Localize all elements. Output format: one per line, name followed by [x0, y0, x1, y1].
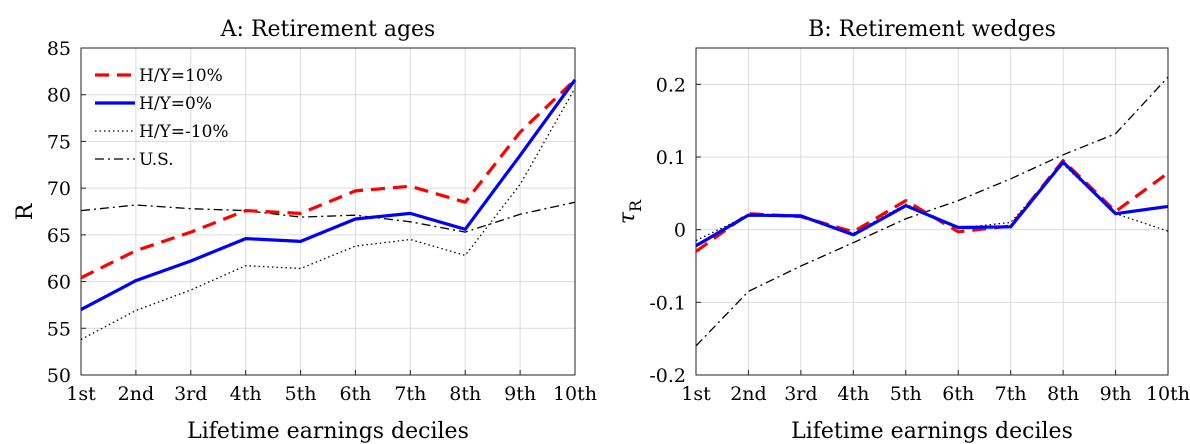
series-line-h-y-10-	[695, 159, 1169, 253]
x-tick-label: 5th	[890, 383, 922, 405]
series-line-h-y-0-	[80, 78, 577, 312]
x-tick-label: 1st	[681, 383, 711, 405]
panel-b-frame	[695, 47, 1169, 376]
panel-b-title: B: Retirement wedges	[808, 17, 1056, 42]
y-tick-label: 85	[47, 38, 71, 60]
panel-a-title: A: Retirement ages	[220, 17, 436, 42]
y-tick-label: 50	[47, 365, 71, 387]
x-tick-label: 5th	[285, 383, 317, 405]
x-tick-label: 1st	[66, 383, 96, 405]
panel-b-ylabel-main: τ	[615, 211, 640, 224]
x-tick-label: 2nd	[118, 383, 155, 405]
x-tick-label: 3rd	[174, 383, 207, 405]
svg-text:τR: τR	[615, 199, 645, 224]
panel-b-xlabel: Lifetime earnings deciles	[791, 419, 1073, 444]
y-tick-label: 65	[47, 225, 71, 247]
series-line-h-y-0-	[695, 160, 1169, 248]
y-tick-label: 60	[47, 272, 71, 294]
x-tick-label: 7th	[995, 383, 1027, 405]
panel-a-xlabel: Lifetime earnings deciles	[187, 419, 469, 444]
legend: H/Y=10% H/Y=0% H/Y=-10% U.S.	[95, 66, 229, 170]
legend-label: H/Y=0%	[139, 94, 212, 114]
y-tick-label: 75	[47, 131, 71, 153]
y-tick-label: 0	[674, 220, 686, 242]
x-tick-label: 8th	[1047, 383, 1079, 405]
x-tick-label: 4th	[230, 383, 262, 405]
x-tick-label: 6th	[339, 383, 371, 405]
x-tick-label: 6th	[942, 383, 974, 405]
legend-label: U.S.	[139, 150, 174, 170]
panel-b-ylabel-sub: R	[626, 199, 645, 212]
x-tick-label: 9th	[1100, 383, 1132, 405]
y-tick-label: 0.1	[656, 147, 686, 169]
series-line-h-y-10-	[80, 78, 577, 280]
panel-a-frame	[80, 47, 576, 376]
panel-a-ylabel: R	[13, 202, 38, 220]
series-line-u-s-	[695, 76, 1169, 347]
y-tick-label: -0.1	[649, 292, 686, 314]
y-tick-label: -0.2	[649, 365, 686, 387]
x-tick-label: 9th	[504, 383, 536, 405]
x-tick-label: 8th	[449, 383, 481, 405]
y-tick-label: 0.2	[656, 74, 686, 96]
series-line-h-y-10-	[695, 163, 1169, 242]
x-tick-label: 2nd	[730, 383, 767, 405]
y-tick-label: 55	[47, 318, 71, 340]
y-tick-label: 80	[47, 85, 71, 107]
panel-b: B: Retirement wedges Lifetime earnings d…	[615, 17, 1190, 444]
x-tick-label: 3rd	[784, 383, 817, 405]
x-tick-label: 10th	[1146, 383, 1190, 405]
y-tick-label: 70	[47, 178, 71, 200]
x-tick-label: 10th	[553, 383, 597, 405]
x-tick-label: 4th	[837, 383, 869, 405]
grid	[695, 48, 1169, 376]
panel-b-ylabel: τR	[615, 199, 645, 224]
legend-label: H/Y=10%	[139, 66, 223, 86]
legend-label: H/Y=-10%	[139, 122, 229, 142]
series-line-u-s-	[80, 201, 576, 233]
x-tick-label: 7th	[394, 383, 426, 405]
series-line-h-y-10-	[80, 87, 576, 341]
panel-a: A: Retirement ages Lifetime earnings dec…	[13, 17, 597, 444]
